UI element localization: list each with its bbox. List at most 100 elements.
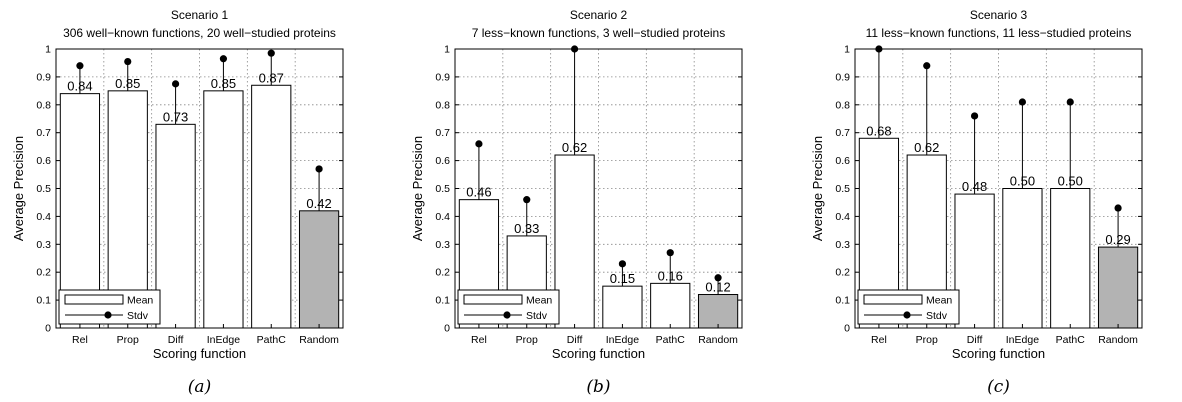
chart-panel-3: 0 0.1 0.2 0.3 0.4 0.5 0.6 0.7 0.8 0.9 1 0.68 Rel 0.62… bbox=[810, 8, 1143, 397]
chart-title: Scenario 1 bbox=[171, 8, 229, 22]
x-tick-label: InEdge bbox=[207, 334, 240, 346]
stdv-marker bbox=[1066, 98, 1074, 106]
x-tick-label: Prop bbox=[516, 334, 538, 346]
legend-mean-swatch bbox=[463, 294, 523, 305]
legend-stdv-marker bbox=[503, 311, 511, 319]
bar-value-label: 0.15 bbox=[610, 271, 635, 286]
x-axis-label: Scoring function bbox=[153, 346, 246, 361]
legend-mean-swatch bbox=[64, 294, 124, 305]
bar-value-label: 0.85 bbox=[211, 76, 236, 91]
y-tick-label: 0.3 bbox=[36, 239, 51, 251]
stdv-marker bbox=[1114, 204, 1122, 212]
y-tick-label: 0.5 bbox=[435, 183, 450, 195]
panel-caption: (c) bbox=[987, 377, 1010, 397]
bar-value-label: 0.85 bbox=[115, 76, 140, 91]
y-tick-label: 0.1 bbox=[835, 295, 850, 307]
y-tick-label: 0.8 bbox=[835, 99, 850, 111]
legend-mean-label: Mean bbox=[127, 295, 153, 307]
stdv-marker bbox=[315, 165, 323, 173]
bar-mean bbox=[1050, 188, 1091, 329]
bar-mean bbox=[1002, 188, 1043, 329]
x-tick-label: Diff bbox=[567, 334, 583, 346]
legend-stdv-label: Stdv bbox=[926, 310, 948, 322]
plot-frame bbox=[454, 48, 743, 329]
y-tick-label: 0.3 bbox=[835, 239, 850, 251]
chart-title: Scenario 2 bbox=[570, 8, 628, 22]
y-tick-label: 0.5 bbox=[36, 183, 51, 195]
stdv-marker bbox=[475, 140, 483, 148]
bar-mean bbox=[298, 210, 340, 329]
panel-caption: (b) bbox=[586, 377, 610, 397]
x-tick-label: Rel bbox=[871, 334, 887, 346]
bar-value-label: 0.68 bbox=[866, 123, 891, 138]
x-axis-label: Scoring function bbox=[952, 346, 1045, 361]
stdv-marker bbox=[267, 49, 275, 57]
x-tick-label: InEdge bbox=[1006, 334, 1039, 346]
y-axis-label: Average Precision bbox=[11, 136, 26, 241]
stdv-marker bbox=[171, 80, 180, 88]
bar-value-label: 0.42 bbox=[306, 196, 331, 211]
stdv-marker bbox=[618, 260, 627, 268]
chart-subtitle: 306 well−known functions, 20 well−studie… bbox=[63, 26, 336, 40]
y-tick-label: 0.8 bbox=[36, 99, 51, 111]
legend-mean-label: Mean bbox=[526, 295, 552, 307]
y-tick-label: 0.1 bbox=[36, 295, 51, 307]
y-tick-label: 1 bbox=[844, 44, 850, 56]
stdv-marker bbox=[666, 249, 674, 257]
chart-subtitle: 7 less−known functions, 3 well−studied p… bbox=[472, 26, 725, 40]
y-tick-label: 0.2 bbox=[36, 267, 51, 279]
y-tick-label: 0.7 bbox=[835, 127, 850, 139]
bar-value-label: 0.16 bbox=[658, 268, 683, 283]
stdv-marker bbox=[523, 196, 531, 204]
bar-value-label: 0.84 bbox=[67, 79, 92, 94]
bar-value-label: 0.46 bbox=[466, 185, 491, 200]
bar-mean bbox=[203, 90, 244, 329]
bar-mean bbox=[602, 285, 643, 329]
bar-value-label: 0.48 bbox=[962, 179, 987, 194]
stdv-marker bbox=[76, 62, 84, 70]
bar-mean bbox=[954, 193, 995, 329]
stdv-marker bbox=[714, 274, 722, 282]
y-tick-label: 0.2 bbox=[435, 267, 450, 279]
y-tick-label: 0 bbox=[45, 323, 51, 335]
y-tick-label: 0.6 bbox=[36, 155, 51, 167]
x-tick-label: PathC bbox=[656, 334, 686, 346]
x-tick-label: Rel bbox=[72, 334, 88, 346]
y-tick-label: 0.6 bbox=[835, 155, 850, 167]
bar-mean bbox=[1097, 246, 1139, 329]
x-axis-label: Scoring function bbox=[552, 346, 645, 361]
y-tick-label: 0.4 bbox=[435, 211, 450, 223]
y-tick-label: 0.7 bbox=[36, 127, 51, 139]
legend-mean-label: Mean bbox=[926, 295, 952, 307]
y-axis-label: Average Precision bbox=[410, 136, 425, 241]
legend-mean-swatch bbox=[863, 294, 923, 305]
bar-value-label: 0.50 bbox=[1010, 174, 1035, 189]
plot-frame bbox=[55, 48, 344, 329]
bar-value-label: 0.87 bbox=[259, 70, 284, 85]
stdv-marker bbox=[570, 45, 579, 53]
y-tick-label: 0.9 bbox=[36, 71, 51, 83]
x-tick-label: Prop bbox=[117, 334, 139, 346]
panel-caption: (a) bbox=[188, 377, 211, 397]
y-tick-label: 0 bbox=[444, 323, 450, 335]
x-tick-label: Random bbox=[1098, 334, 1138, 346]
bar-value-label: 0.62 bbox=[562, 140, 587, 155]
x-tick-label: PathC bbox=[257, 334, 287, 346]
stdv-marker bbox=[875, 45, 883, 53]
y-tick-label: 0.8 bbox=[435, 99, 450, 111]
y-tick-label: 0.9 bbox=[835, 71, 850, 83]
legend-stdv-marker bbox=[104, 311, 112, 319]
bar-mean bbox=[107, 90, 148, 329]
y-tick-label: 0.6 bbox=[435, 155, 450, 167]
stdv-marker bbox=[219, 55, 228, 63]
bar-mean bbox=[251, 84, 292, 329]
bar-value-label: 0.12 bbox=[705, 280, 730, 295]
y-tick-label: 1 bbox=[444, 44, 450, 56]
legend-stdv-label: Stdv bbox=[526, 310, 548, 322]
y-tick-label: 1 bbox=[45, 44, 51, 56]
legend-stdv-label: Stdv bbox=[127, 310, 149, 322]
stdv-marker bbox=[124, 57, 132, 66]
bar-mean bbox=[59, 93, 101, 329]
bar-value-label: 0.33 bbox=[514, 221, 539, 236]
